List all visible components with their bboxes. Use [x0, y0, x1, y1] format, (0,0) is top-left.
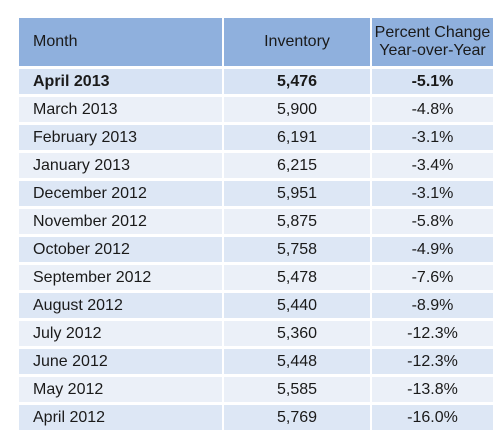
table-row: January 2013 6,215 -3.4%: [19, 153, 493, 178]
cell-inventory: 5,758: [224, 237, 372, 262]
cell-inventory: 5,478: [224, 265, 372, 290]
cell-change: -12.3%: [372, 349, 493, 374]
cell-month: May 2012: [19, 377, 224, 402]
cell-month: July 2012: [19, 321, 224, 346]
cell-inventory: 5,875: [224, 209, 372, 234]
cell-month: February 2013: [19, 125, 224, 150]
cell-change: -12.3%: [372, 321, 493, 346]
table-body: April 2013 5,476 -5.1% March 2013 5,900 …: [19, 69, 493, 430]
cell-change: -5.8%: [372, 209, 493, 234]
cell-inventory: 5,585: [224, 377, 372, 402]
cell-change: -3.4%: [372, 153, 493, 178]
cell-inventory: 5,448: [224, 349, 372, 374]
cell-inventory: 5,951: [224, 181, 372, 206]
header-percent-change-line2: Year-over-Year: [379, 42, 486, 59]
table-row: June 2012 5,448 -12.3%: [19, 349, 493, 374]
inventory-table: Month Inventory Percent Change Year-over…: [19, 15, 493, 433]
cell-change: -5.1%: [372, 69, 493, 94]
cell-month: January 2013: [19, 153, 224, 178]
cell-change: -4.9%: [372, 237, 493, 262]
cell-month: September 2012: [19, 265, 224, 290]
cell-month: August 2012: [19, 293, 224, 318]
cell-inventory: 6,215: [224, 153, 372, 178]
cell-month: November 2012: [19, 209, 224, 234]
cell-month: December 2012: [19, 181, 224, 206]
table-row: December 2012 5,951 -3.1%: [19, 181, 493, 206]
cell-inventory: 5,440: [224, 293, 372, 318]
cell-inventory: 5,769: [224, 405, 372, 430]
table-row: May 2012 5,585 -13.8%: [19, 377, 493, 402]
cell-month: October 2012: [19, 237, 224, 262]
header-percent-change-line1: Percent Change: [374, 24, 491, 41]
cell-change: -7.6%: [372, 265, 493, 290]
cell-month: March 2013: [19, 97, 224, 122]
table-header-row: Month Inventory Percent Change Year-over…: [19, 18, 493, 66]
table-row: April 2012 5,769 -16.0%: [19, 405, 493, 430]
inventory-table-container: Month Inventory Percent Change Year-over…: [19, 15, 493, 433]
header-percent-change: Percent Change Year-over-Year: [372, 18, 493, 66]
table-row: November 2012 5,875 -5.8%: [19, 209, 493, 234]
cell-month: June 2012: [19, 349, 224, 374]
cell-inventory: 5,900: [224, 97, 372, 122]
table-row: March 2013 5,900 -4.8%: [19, 97, 493, 122]
header-month: Month: [19, 18, 224, 66]
table-row: July 2012 5,360 -12.3%: [19, 321, 493, 346]
table-row: October 2012 5,758 -4.9%: [19, 237, 493, 262]
cell-inventory: 5,360: [224, 321, 372, 346]
cell-inventory: 6,191: [224, 125, 372, 150]
cell-change: -3.1%: [372, 125, 493, 150]
cell-month: April 2012: [19, 405, 224, 430]
cell-change: -8.9%: [372, 293, 493, 318]
table-row: August 2012 5,440 -8.9%: [19, 293, 493, 318]
table-row: April 2013 5,476 -5.1%: [19, 69, 493, 94]
cell-inventory: 5,476: [224, 69, 372, 94]
cell-month: April 2013: [19, 69, 224, 94]
cell-change: -3.1%: [372, 181, 493, 206]
header-inventory: Inventory: [224, 18, 372, 66]
cell-change: -4.8%: [372, 97, 493, 122]
table-row: February 2013 6,191 -3.1%: [19, 125, 493, 150]
cell-change: -13.8%: [372, 377, 493, 402]
table-row: September 2012 5,478 -7.6%: [19, 265, 493, 290]
cell-change: -16.0%: [372, 405, 493, 430]
